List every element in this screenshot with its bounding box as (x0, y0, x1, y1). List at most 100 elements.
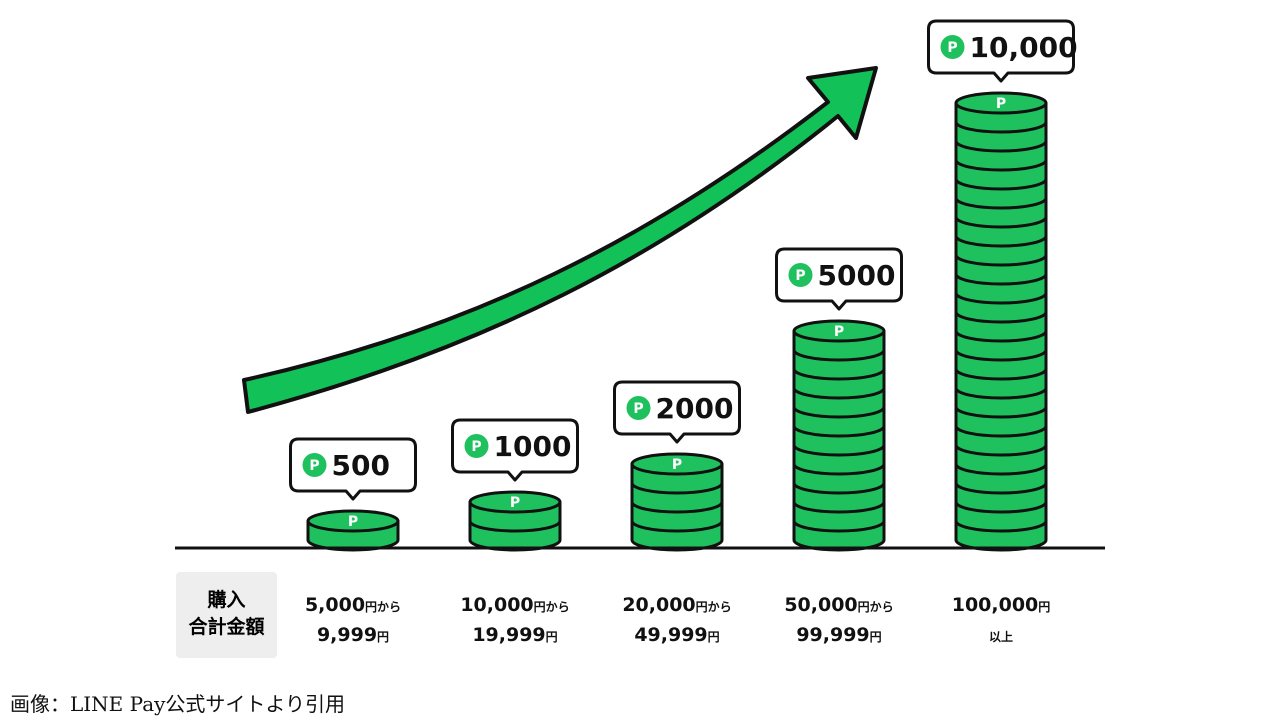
coin-top (468, 490, 562, 514)
coin-separator (792, 425, 886, 438)
category-label-line2: 49,999円 (634, 624, 719, 646)
coin-top (630, 452, 724, 476)
coin-point-icon: P (510, 495, 520, 511)
category-label-line1: 50,000円から (784, 594, 893, 616)
category-label-line1: 20,000円から (622, 594, 731, 616)
bubble-value-label: 1000 (494, 430, 572, 463)
point-coin-icon-letter: P (471, 439, 481, 455)
category-label-line1: 100,000円 (952, 594, 1051, 616)
category-label-4: 50,000円から 99,999円 (784, 594, 893, 646)
coin-separator (954, 235, 1048, 248)
coin-separator (954, 444, 1048, 457)
axis-label-background (176, 572, 277, 658)
coin-separator (792, 501, 886, 514)
coin-separator (792, 387, 886, 400)
category-label-line1: 10,000円から (460, 594, 569, 616)
point-coin-icon (940, 35, 965, 59)
coin-separator (954, 330, 1048, 343)
coin-separator (954, 501, 1048, 514)
coin-separator (954, 140, 1048, 153)
point-coin-icon-letter: P (795, 268, 805, 284)
coin-separator (792, 520, 886, 533)
coin-point-icon: P (672, 457, 682, 473)
coin-top (954, 91, 1048, 115)
category-label-2: 10,000円から 19,999円 (460, 594, 569, 646)
coin-separator (954, 406, 1048, 419)
value-bubble-3: P 2000 (613, 380, 741, 444)
coin-point-icon: P (834, 324, 844, 340)
point-coin-icon (464, 434, 489, 458)
coin-separator (954, 292, 1048, 305)
coin-separator (954, 121, 1048, 134)
point-coin-icon-letter: P (309, 458, 319, 474)
bubble-shape (289, 437, 417, 501)
axis-label-box: 購入 合計金額 (176, 572, 277, 658)
coin-stack-5: 10000P (954, 91, 1048, 552)
coin-separator (468, 520, 562, 533)
coin-separator (792, 349, 886, 362)
coin-separator (954, 349, 1048, 362)
bubble-shape (775, 247, 903, 311)
point-coin-icon (302, 453, 327, 477)
trend-arrow-up-icon (242, 66, 878, 414)
category-label-3: 20,000円から 49,999円 (622, 594, 731, 646)
value-bubbles: P 500 P 1000 P 2000 P 5000 P 10,000 (289, 19, 1078, 501)
coin-top (306, 509, 400, 533)
point-coin-icon (626, 396, 651, 420)
coin-separator (954, 254, 1048, 267)
bubble-value-label: 5000 (818, 259, 896, 292)
coin-separator (792, 406, 886, 419)
point-coin-icon-letter: P (633, 401, 643, 417)
trend-arrow-shape (242, 66, 878, 414)
bubble-shape (927, 19, 1075, 83)
category-label-line2: 以上 (989, 629, 1013, 644)
coin-separator (954, 178, 1048, 191)
coin-stack-body (792, 329, 886, 552)
bubble-shape (613, 380, 741, 444)
coin-stack-body (630, 462, 724, 552)
coin-stack-body (468, 500, 562, 552)
coin-separator (954, 425, 1048, 438)
bubble-value-label: 500 (332, 449, 390, 482)
point-coin-icon (788, 263, 813, 287)
category-label-line2: 19,999円 (472, 624, 557, 646)
image-caption: 画像：LINE Pay公式サイトより引用 (10, 692, 346, 716)
category-label-line1: 5,000円から (305, 594, 401, 616)
coin-separator (954, 482, 1048, 495)
coin-separator (954, 368, 1048, 381)
category-label-line2: 99,999円 (796, 624, 881, 646)
coin-point-icon: P (996, 96, 1006, 112)
coin-separator (630, 482, 724, 495)
coin-separator (792, 482, 886, 495)
coin-point-icon: P (348, 514, 358, 530)
coin-separator (954, 387, 1048, 400)
bubble-value-label: 10,000 (970, 31, 1078, 64)
value-bubble-5: P 10,000 (927, 19, 1078, 83)
value-bubble-2: P 1000 (451, 418, 579, 482)
point-coin-icon-letter: P (947, 40, 957, 56)
coin-separator (954, 197, 1048, 210)
coin-separator (954, 463, 1048, 476)
coin-stacks: 500P1000P2000P5000P10000P (306, 91, 1048, 552)
bubble-value-label: 2000 (656, 392, 734, 425)
axis-label-line1: 購入 (207, 588, 245, 611)
coin-stack-body (954, 101, 1048, 552)
value-bubble-4: P 5000 (775, 247, 903, 311)
coin-separator (954, 273, 1048, 286)
category-label-line2: 9,999円 (317, 624, 389, 646)
coin-separator (954, 520, 1048, 533)
coin-separator (630, 501, 724, 514)
category-labels: 5,000円から 9,999円 10,000円から 19,999円 20,000円から 4… (305, 594, 1050, 646)
coin-separator (954, 216, 1048, 229)
coin-separator (792, 444, 886, 457)
coin-separator (792, 463, 886, 476)
coin-separator (954, 159, 1048, 172)
coin-top (792, 319, 886, 343)
coin-separator (630, 520, 724, 533)
